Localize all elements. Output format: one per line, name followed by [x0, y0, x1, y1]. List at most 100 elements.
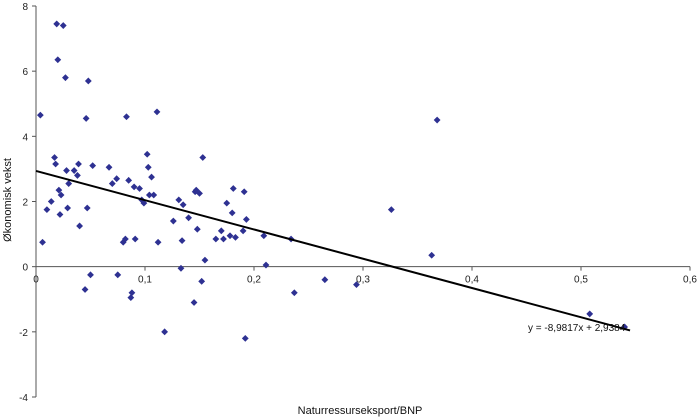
x-tick-labels: 0 0,1 0,2 0,3 0,4 0,5 0,6 [33, 275, 697, 286]
y-tick-label: 2 [22, 198, 28, 209]
data-points [36, 20, 628, 342]
data-point [223, 199, 231, 207]
data-point [154, 238, 162, 246]
data-point [143, 150, 151, 158]
data-point [123, 113, 130, 121]
data-point [125, 176, 133, 184]
data-point [114, 271, 122, 279]
data-point [82, 115, 90, 122]
data-point [140, 199, 148, 207]
data-point [39, 238, 46, 246]
x-tick-label: 0,6 [683, 275, 697, 286]
x-axis-title: Naturressurseksport/BNP [298, 405, 423, 417]
data-point [260, 232, 268, 240]
data-point [290, 289, 298, 297]
trend-line [35, 169, 631, 332]
data-point [193, 225, 201, 233]
data-point [59, 22, 67, 29]
x-tick-label: 0,1 [138, 275, 152, 286]
y-axis-title: Økonomisk vekst [2, 158, 14, 242]
data-point [321, 276, 329, 284]
data-point [63, 167, 70, 174]
data-point [51, 154, 58, 161]
data-point [586, 310, 594, 318]
y-tick-label: 8 [22, 2, 28, 13]
data-point [53, 20, 61, 28]
data-point [185, 214, 192, 222]
data-point [108, 180, 116, 187]
data-point [70, 167, 78, 174]
data-point [232, 233, 239, 241]
data-point [226, 232, 234, 240]
data-point [121, 235, 129, 243]
x-tick-label: 0 [33, 275, 39, 286]
y-tick-labels: -4 -2 0 2 4 6 8 [19, 2, 28, 404]
y-tick-label: 6 [22, 67, 28, 78]
data-point [387, 206, 395, 214]
data-point [131, 235, 139, 243]
data-point [144, 163, 152, 171]
data-point [130, 183, 138, 191]
data-point [127, 294, 135, 302]
data-point [36, 111, 44, 119]
axes [35, 6, 690, 397]
data-point [428, 251, 436, 259]
data-point [119, 238, 127, 246]
data-point [192, 186, 200, 194]
data-point [198, 277, 206, 285]
x-tick-label: 0,5 [574, 275, 588, 286]
data-point [145, 191, 153, 199]
data-point [239, 227, 247, 235]
data-point [201, 256, 209, 264]
data-point [76, 222, 83, 230]
data-point [161, 328, 169, 336]
data-point [212, 235, 220, 243]
data-point [43, 206, 51, 214]
data-point [136, 185, 143, 192]
data-point [169, 217, 177, 225]
data-point [240, 188, 248, 196]
data-point [55, 186, 63, 194]
data-point [199, 154, 207, 161]
data-point [87, 271, 94, 279]
data-point [178, 237, 186, 244]
data-point [47, 198, 55, 205]
data-point [89, 162, 97, 170]
tick-marks [32, 5, 691, 398]
x-tick-label: 0,4 [465, 275, 479, 286]
data-point [353, 281, 360, 288]
data-point [65, 180, 73, 187]
y-tick-label: -4 [19, 393, 28, 404]
data-point [52, 160, 60, 168]
data-point [128, 289, 136, 297]
data-point [196, 189, 203, 197]
trendline-equation: y = -8,9817x + 2,9384 [528, 323, 626, 334]
data-point [148, 173, 155, 181]
data-point [64, 204, 72, 212]
x-tick-label: 0,2 [247, 275, 261, 286]
data-point [241, 334, 249, 342]
data-point [220, 235, 227, 243]
data-point [56, 211, 64, 218]
data-point [228, 209, 236, 217]
data-point [75, 160, 82, 168]
y-tick-label: -2 [19, 328, 28, 339]
y-tick-label: 0 [22, 263, 28, 274]
data-point [62, 74, 69, 82]
data-point [242, 216, 250, 223]
data-point [433, 116, 441, 124]
data-point [83, 204, 91, 212]
data-point [153, 108, 161, 116]
data-point [57, 191, 65, 199]
data-point [217, 227, 225, 235]
data-point [81, 286, 89, 293]
data-point [177, 264, 185, 272]
data-point [105, 163, 113, 171]
data-point [84, 77, 92, 85]
data-point [150, 191, 158, 199]
data-point [113, 175, 121, 183]
data-point [229, 185, 237, 192]
data-point [262, 261, 270, 269]
